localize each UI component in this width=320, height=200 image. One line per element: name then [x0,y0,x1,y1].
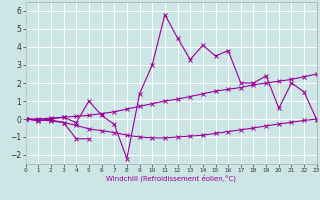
X-axis label: Windchill (Refroidissement éolien,°C): Windchill (Refroidissement éolien,°C) [106,175,236,182]
